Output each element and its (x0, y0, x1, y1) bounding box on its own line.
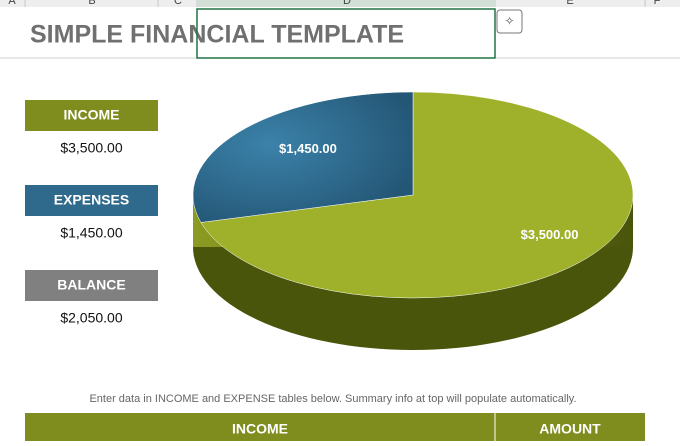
summary-amount: $2,050.00 (60, 310, 122, 326)
summary-label-box (25, 185, 158, 216)
column-header: D (343, 0, 351, 7)
column-header: B (88, 0, 95, 7)
summary-amount: $1,450.00 (60, 225, 122, 241)
column-header: F (654, 0, 661, 7)
summary-label: EXPENSES (54, 192, 129, 208)
column-header: A (8, 0, 16, 7)
quick-analysis-button[interactable] (496, 9, 523, 34)
summary-label: BALANCE (57, 277, 125, 293)
summary-label-box (25, 270, 158, 301)
cell-selection[interactable] (196, 8, 496, 59)
summary-label: INCOME (64, 107, 120, 123)
data-label: $1,450.00 (279, 141, 337, 156)
data-label: $3,500.00 (521, 227, 579, 242)
selected-column-header (197, 0, 495, 7)
summary-label-box (25, 100, 158, 131)
pie-slice (200, 91, 634, 299)
quick-analysis-icon[interactable]: ✧ (504, 14, 514, 28)
column-header: E (566, 0, 573, 7)
pie-slice (192, 91, 414, 223)
title: SIMPLE FINANCIAL TEMPLATE (30, 21, 404, 49)
table-header-cell: INCOME (232, 421, 288, 437)
summary-amount: $3,500.00 (60, 140, 122, 156)
note: Enter data in INCOME and EXPENSE tables … (89, 393, 576, 405)
table-header-cell: AMOUNT (539, 421, 601, 437)
column-header: C (174, 0, 182, 7)
table-header (25, 413, 645, 441)
